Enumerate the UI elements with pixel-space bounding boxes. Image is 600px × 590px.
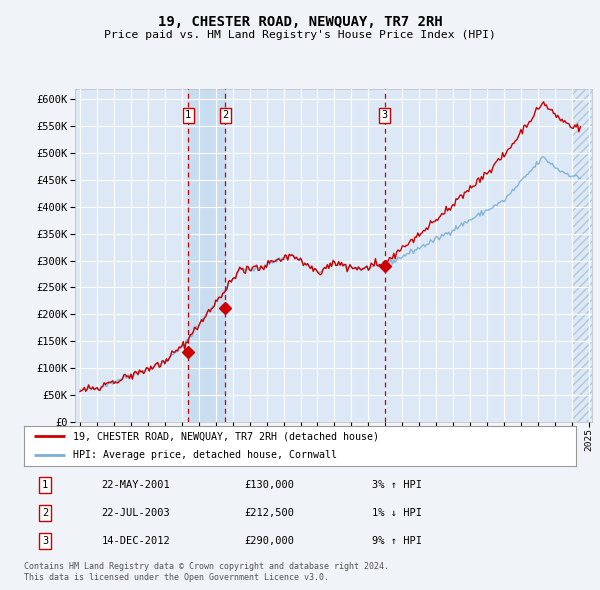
Text: 22-MAY-2001: 22-MAY-2001 <box>101 480 170 490</box>
Bar <box>188 88 225 422</box>
Text: 1% ↓ HPI: 1% ↓ HPI <box>372 508 422 518</box>
Text: 1: 1 <box>185 110 191 120</box>
Text: 3% ↑ HPI: 3% ↑ HPI <box>372 480 422 490</box>
Text: 3: 3 <box>42 536 48 546</box>
Text: 19, CHESTER ROAD, NEWQUAY, TR7 2RH: 19, CHESTER ROAD, NEWQUAY, TR7 2RH <box>158 15 442 30</box>
Text: Contains HM Land Registry data © Crown copyright and database right 2024.: Contains HM Land Registry data © Crown c… <box>24 562 389 571</box>
Text: This data is licensed under the Open Government Licence v3.0.: This data is licensed under the Open Gov… <box>24 573 329 582</box>
Text: £130,000: £130,000 <box>245 480 295 490</box>
Text: 1: 1 <box>42 480 48 490</box>
Bar <box>573 88 592 422</box>
Bar <box>573 88 592 422</box>
Text: £212,500: £212,500 <box>245 508 295 518</box>
Text: 2: 2 <box>42 508 48 518</box>
Text: 3: 3 <box>382 110 388 120</box>
Text: HPI: Average price, detached house, Cornwall: HPI: Average price, detached house, Corn… <box>73 450 337 460</box>
Text: 22-JUL-2003: 22-JUL-2003 <box>101 508 170 518</box>
Text: 19, CHESTER ROAD, NEWQUAY, TR7 2RH (detached house): 19, CHESTER ROAD, NEWQUAY, TR7 2RH (deta… <box>73 431 379 441</box>
Text: 14-DEC-2012: 14-DEC-2012 <box>101 536 170 546</box>
Text: Price paid vs. HM Land Registry's House Price Index (HPI): Price paid vs. HM Land Registry's House … <box>104 30 496 40</box>
Text: 9% ↑ HPI: 9% ↑ HPI <box>372 536 422 546</box>
Text: £290,000: £290,000 <box>245 536 295 546</box>
Text: 2: 2 <box>222 110 229 120</box>
